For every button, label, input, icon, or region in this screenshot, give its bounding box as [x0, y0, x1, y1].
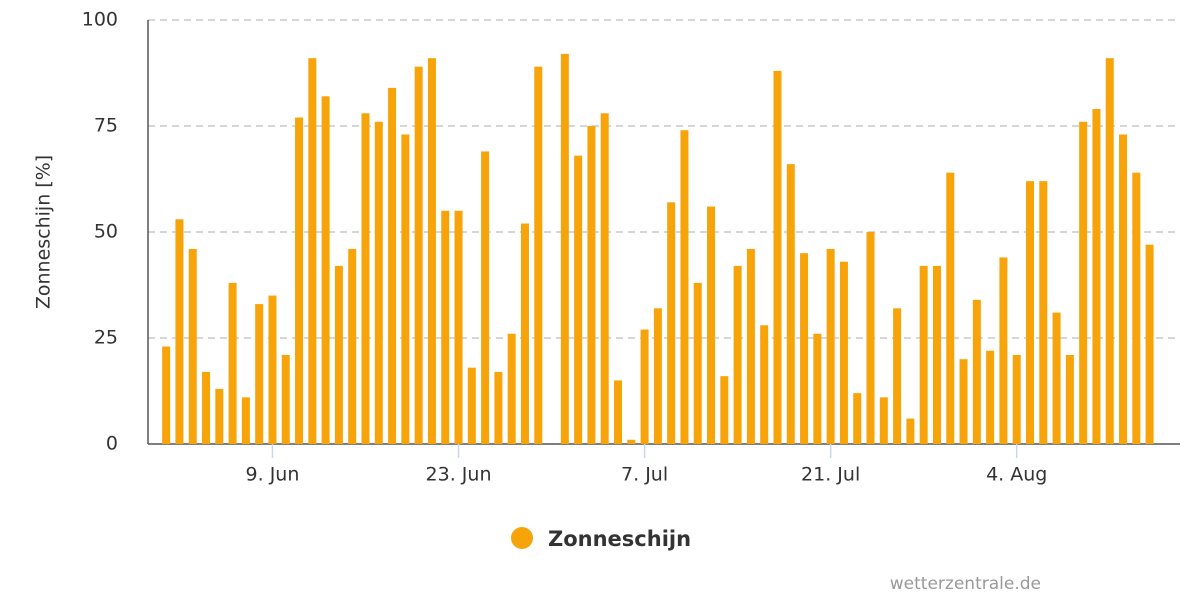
bar [853, 393, 862, 444]
bar [295, 117, 304, 445]
bar [746, 248, 755, 444]
bar [667, 202, 676, 444]
x-tick-label: 7. Jul [621, 464, 668, 486]
bar [653, 308, 662, 444]
bar [534, 66, 543, 444]
y-tick-label: 0 [106, 433, 118, 455]
bar [1052, 312, 1061, 444]
bar [720, 376, 729, 444]
bar [241, 397, 250, 444]
bar [520, 223, 529, 444]
bar [321, 96, 330, 444]
y-tick-label: 100 [82, 9, 118, 31]
bar [1065, 354, 1074, 444]
x-tick-label: 23. Jun [426, 464, 492, 486]
bar [680, 130, 689, 445]
bar [215, 388, 224, 444]
bar [268, 295, 277, 444]
bar [255, 304, 264, 444]
bar [560, 53, 569, 445]
bar [1012, 354, 1021, 444]
bar [773, 70, 782, 444]
bar [707, 206, 716, 444]
bar [786, 164, 795, 444]
bar [627, 439, 636, 444]
bar [348, 248, 357, 444]
bar [228, 282, 237, 444]
bar [281, 354, 290, 444]
bar [893, 308, 902, 444]
bar [1105, 58, 1114, 444]
bar [507, 333, 516, 444]
bar [972, 299, 981, 444]
bar [986, 350, 995, 444]
bar [494, 371, 503, 444]
bar [733, 265, 742, 444]
bar [879, 397, 888, 444]
y-tick-label: 25 [94, 327, 118, 349]
bar [574, 155, 583, 444]
bar [308, 58, 317, 444]
y-axis-title: Zonneschijn [%] [33, 155, 55, 309]
bar [427, 58, 436, 444]
bar [175, 219, 184, 444]
bar [401, 134, 410, 445]
bar [1119, 134, 1128, 445]
bar [839, 261, 848, 444]
bar [374, 121, 383, 444]
bar [467, 367, 476, 444]
bar [1145, 244, 1154, 444]
x-tick-label: 4. Aug [986, 464, 1047, 486]
y-tick-label: 50 [94, 221, 118, 243]
bar [162, 346, 171, 444]
bar [481, 151, 490, 444]
bar [826, 248, 835, 444]
bar [334, 265, 343, 444]
bar [388, 87, 397, 444]
bar [800, 253, 809, 444]
bar [813, 333, 822, 444]
legend-label[interactable]: Zonneschijn [548, 527, 691, 551]
bar [1092, 109, 1101, 444]
bar [202, 371, 211, 444]
bar [441, 210, 450, 444]
bar [760, 325, 769, 444]
bar [959, 359, 968, 444]
bar [361, 113, 370, 444]
bar [919, 265, 928, 444]
bar [640, 329, 649, 444]
bar [866, 232, 875, 444]
bar [454, 210, 463, 444]
bar [614, 380, 623, 444]
x-tick-label: 9. Jun [246, 464, 300, 486]
y-tick-label: 75 [94, 115, 118, 137]
bar [587, 126, 596, 444]
bar [999, 257, 1008, 444]
bar [1079, 121, 1088, 444]
bar [600, 113, 609, 444]
bar [906, 418, 915, 444]
legend-marker[interactable] [511, 527, 533, 549]
bar [1132, 172, 1141, 444]
bar [1039, 181, 1048, 444]
bar [946, 172, 955, 444]
bar [414, 66, 423, 444]
bar [932, 265, 941, 444]
bar [188, 248, 197, 444]
bar [1025, 181, 1034, 444]
x-tick-label: 21. Jul [801, 464, 860, 486]
bar [693, 282, 702, 444]
credit[interactable]: wetterzentrale.de [890, 574, 1041, 594]
